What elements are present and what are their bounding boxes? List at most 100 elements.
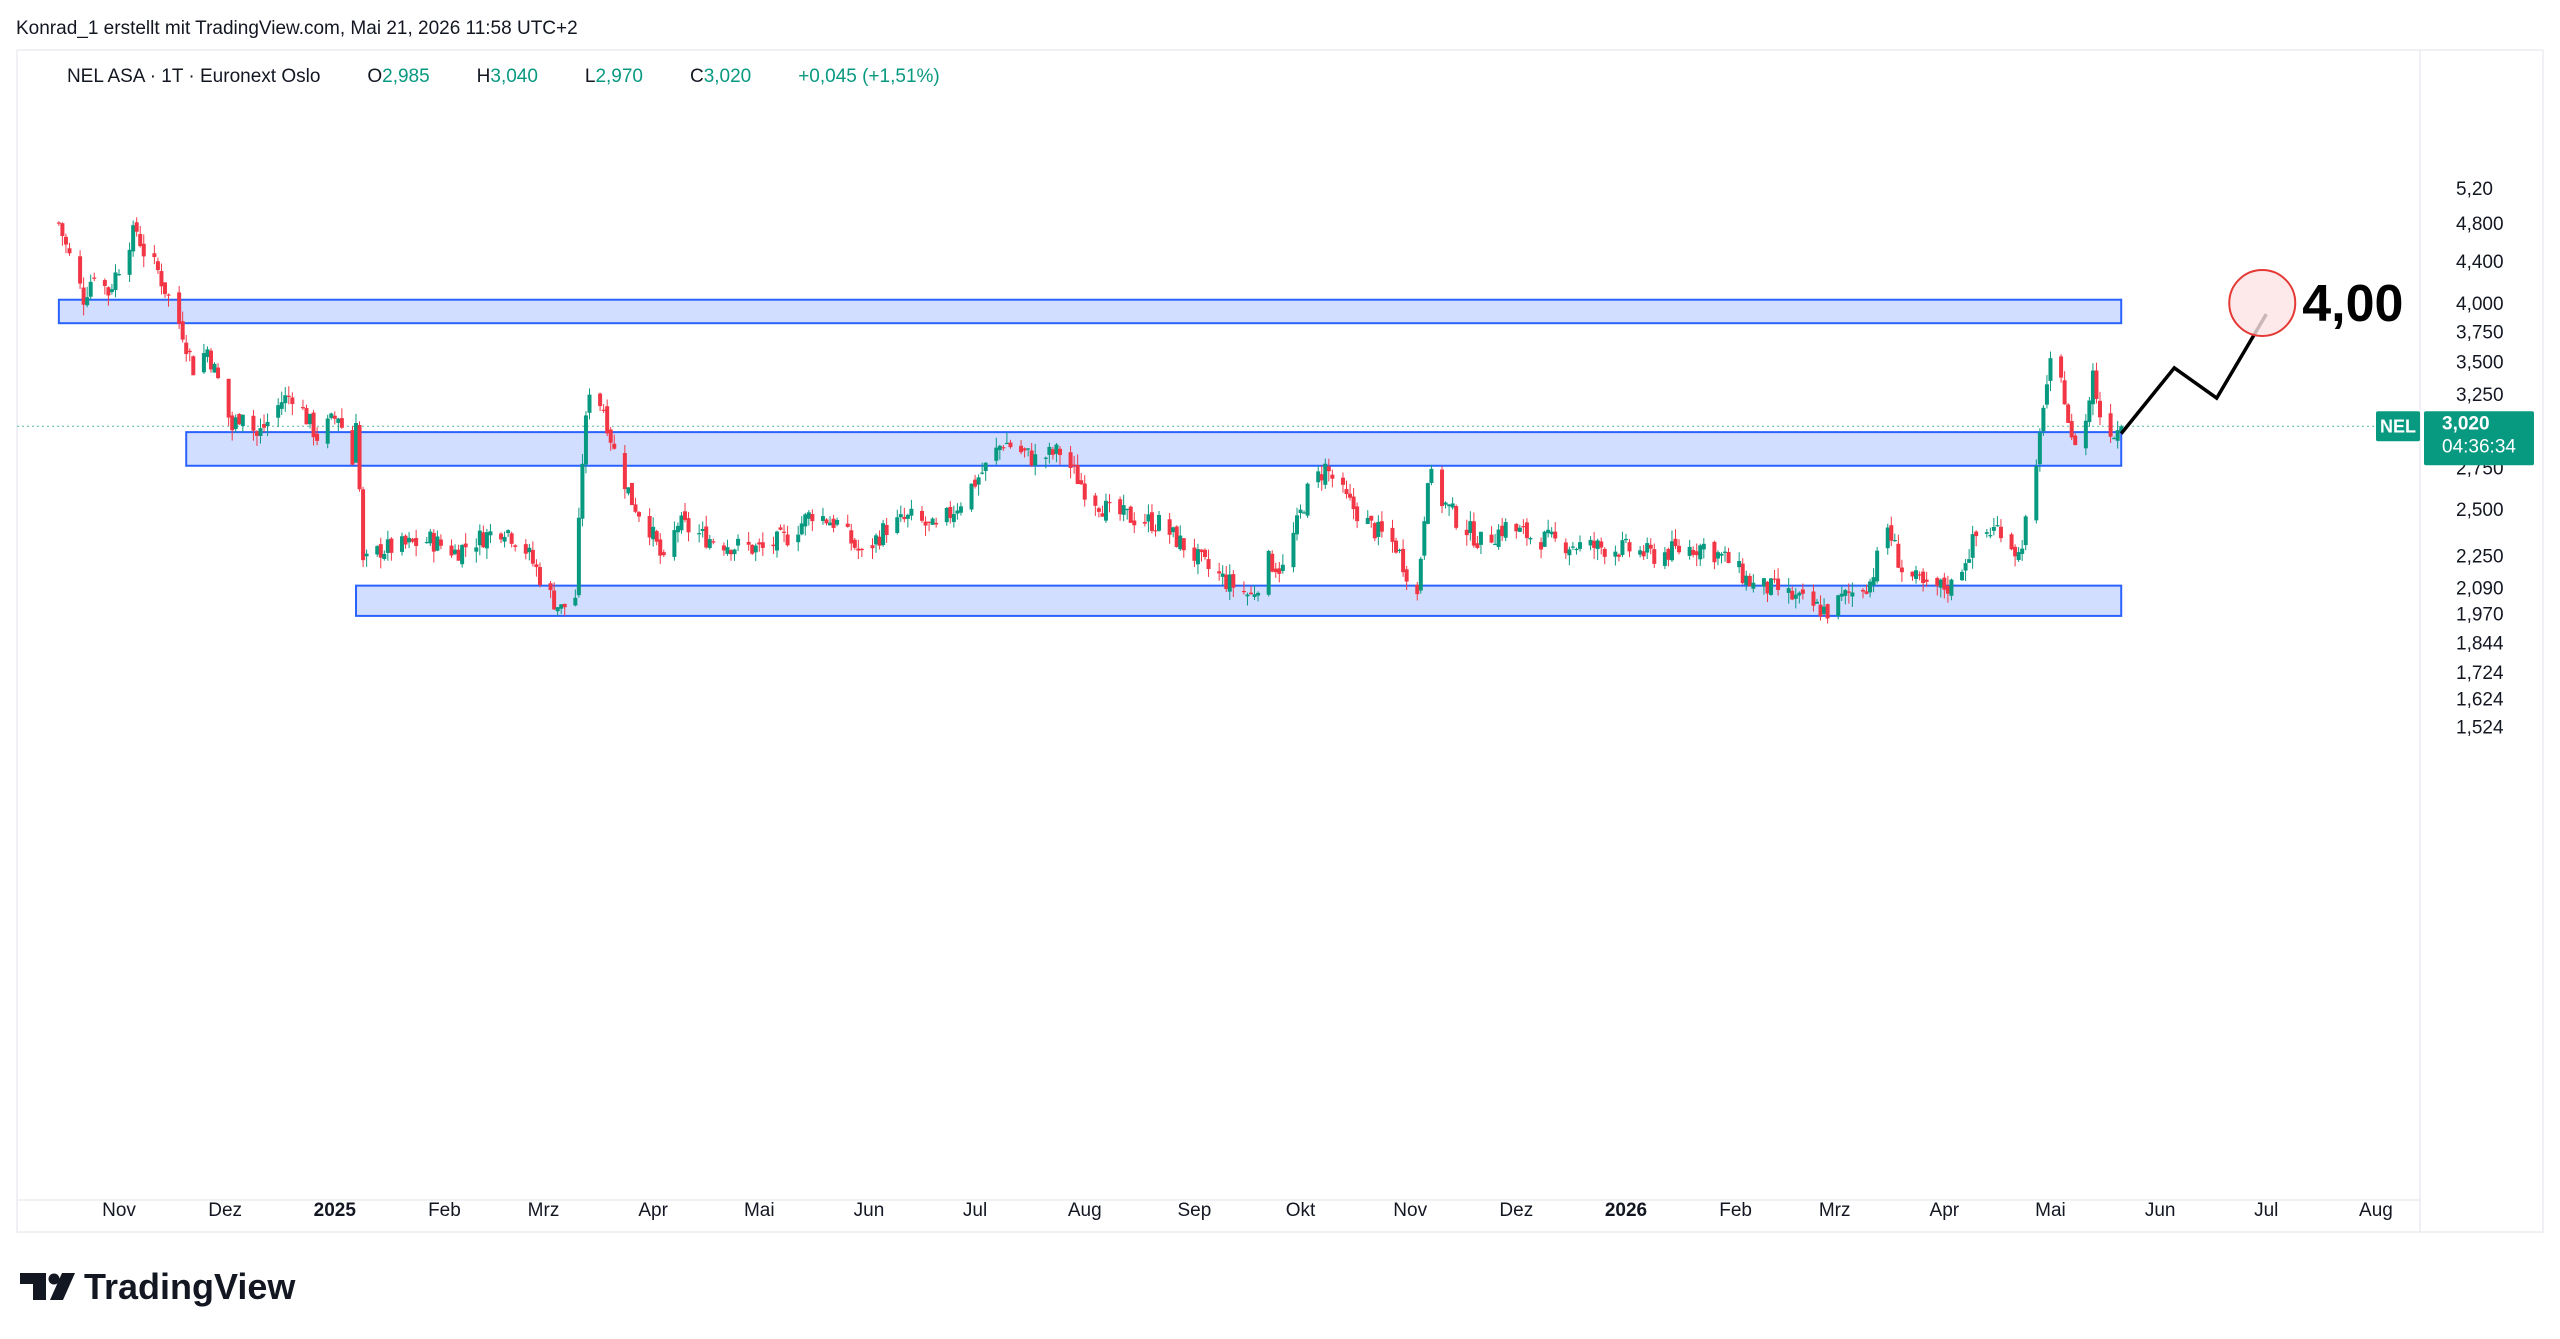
price-axis[interactable]: 5,204,8004,4004,0003,7503,5003,2502,7502… bbox=[2456, 179, 2504, 738]
zone-box-3[interactable] bbox=[355, 584, 2123, 617]
candle-317 bbox=[1620, 531, 1625, 558]
candle-118 bbox=[633, 497, 638, 514]
candle-382 bbox=[1942, 572, 1947, 599]
chart-frame bbox=[16, 49, 2544, 1233]
candle-326 bbox=[1666, 547, 1671, 567]
candle-67 bbox=[382, 550, 387, 561]
projection-drawing[interactable] bbox=[2119, 313, 2268, 435]
last-price-tag: NEL 3,020 04:36:34 bbox=[2376, 411, 2534, 466]
time-axis[interactable]: Nov Dez 2025 Feb Mrz Apr Mai Jun Jul Aug Sep Okt Nov… bbox=[102, 1200, 2393, 1221]
candle-243 bbox=[1252, 585, 1257, 601]
candle-55 bbox=[325, 414, 330, 449]
candle-99 bbox=[537, 562, 542, 588]
candle-100 bbox=[548, 581, 553, 599]
candle-199 bbox=[1033, 443, 1038, 476]
candle-268 bbox=[1376, 515, 1381, 546]
candle-391 bbox=[1988, 527, 1993, 539]
time-tick-label: Nov bbox=[1393, 1200, 1427, 1221]
candle-236 bbox=[1220, 565, 1225, 586]
change-value: +0,045 (+1,51%) bbox=[798, 66, 940, 87]
candle-48 bbox=[286, 386, 291, 405]
zone-box-2[interactable] bbox=[185, 431, 2123, 467]
candle-398 bbox=[2020, 540, 2025, 561]
candle-174 bbox=[909, 499, 914, 521]
candle-120 bbox=[647, 508, 652, 546]
candle-311 bbox=[1592, 531, 1597, 559]
target-annotation[interactable]: 4,00 bbox=[2228, 269, 2403, 337]
candle-284 bbox=[1454, 504, 1459, 530]
candle-206 bbox=[1072, 455, 1077, 474]
projection-path[interactable] bbox=[2119, 313, 2268, 435]
candle-355 bbox=[1811, 584, 1816, 612]
time-tick-label: 2026 bbox=[1605, 1200, 1647, 1221]
candle-205 bbox=[1068, 446, 1073, 479]
candle-320 bbox=[1638, 546, 1643, 558]
time-tick-label: Feb bbox=[1719, 1200, 1752, 1221]
candle-341 bbox=[1740, 558, 1745, 585]
candle-374 bbox=[1899, 559, 1904, 582]
time-tick-label: Jul bbox=[2254, 1200, 2278, 1221]
candle-294 bbox=[1503, 518, 1508, 542]
candle-402 bbox=[2041, 405, 2046, 436]
candle-177 bbox=[927, 521, 932, 532]
zone-box-1[interactable] bbox=[57, 298, 2123, 325]
candle-64 bbox=[364, 549, 369, 567]
candle-44 bbox=[265, 413, 270, 437]
target-circle[interactable] bbox=[2228, 269, 2297, 337]
candle-88 bbox=[484, 528, 489, 559]
candle-274 bbox=[1404, 565, 1409, 591]
candle-36 bbox=[230, 411, 235, 441]
candle-197 bbox=[1026, 448, 1031, 457]
candle-179 bbox=[934, 517, 939, 528]
candle-133 bbox=[707, 534, 712, 550]
candle-37 bbox=[233, 414, 238, 433]
candle-43 bbox=[262, 414, 267, 433]
candle-309 bbox=[1577, 535, 1582, 552]
candle-178 bbox=[930, 517, 935, 526]
bar-countdown: 04:36:34 bbox=[2442, 436, 2516, 457]
candle-196 bbox=[1022, 447, 1027, 458]
candle-83 bbox=[460, 544, 465, 568]
ticker-tag-box bbox=[2376, 411, 2420, 442]
candle-298 bbox=[1524, 518, 1529, 546]
candle-150 bbox=[796, 525, 801, 552]
candle-50 bbox=[300, 399, 305, 411]
candle-159 bbox=[835, 517, 840, 527]
symbol-legend[interactable]: NEL ASA · 1T · Euronext Oslo O2,985 H3,0… bbox=[30, 66, 966, 87]
candle-3 bbox=[63, 233, 68, 254]
candle-277 bbox=[1422, 516, 1427, 560]
candle-228 bbox=[1178, 525, 1183, 551]
candle-245 bbox=[1266, 549, 1271, 597]
candle-338 bbox=[1723, 546, 1728, 562]
candle-86 bbox=[477, 524, 482, 556]
candle-58 bbox=[336, 417, 341, 432]
candle-337 bbox=[1719, 552, 1724, 564]
candle-215 bbox=[1118, 496, 1123, 521]
candle-272 bbox=[1397, 548, 1402, 554]
candle-20 bbox=[152, 245, 157, 265]
candle-175 bbox=[920, 506, 925, 523]
candle-145 bbox=[771, 536, 776, 554]
candle-385 bbox=[1960, 569, 1965, 581]
candle-340 bbox=[1737, 552, 1742, 574]
candle-102 bbox=[555, 607, 560, 617]
candle-265 bbox=[1365, 510, 1370, 525]
candle-411 bbox=[2087, 396, 2092, 427]
tradingview-logo[interactable]: TradingView bbox=[20, 1266, 296, 1307]
tradingview-logo-icon bbox=[20, 1273, 75, 1300]
candle-227 bbox=[1174, 525, 1179, 548]
candle-211 bbox=[1096, 506, 1101, 518]
candle-399 bbox=[2023, 514, 2028, 551]
candle-376 bbox=[1914, 565, 1919, 584]
candle-188 bbox=[980, 462, 985, 475]
candle-331 bbox=[1691, 546, 1696, 558]
candle-124 bbox=[661, 549, 666, 558]
candle-151 bbox=[799, 516, 804, 536]
candle-263 bbox=[1351, 488, 1356, 520]
candle-135 bbox=[721, 542, 726, 556]
candle-404 bbox=[2048, 351, 2053, 392]
candle-155 bbox=[820, 507, 825, 525]
candle-163 bbox=[856, 539, 861, 560]
candle-234 bbox=[1206, 549, 1211, 577]
